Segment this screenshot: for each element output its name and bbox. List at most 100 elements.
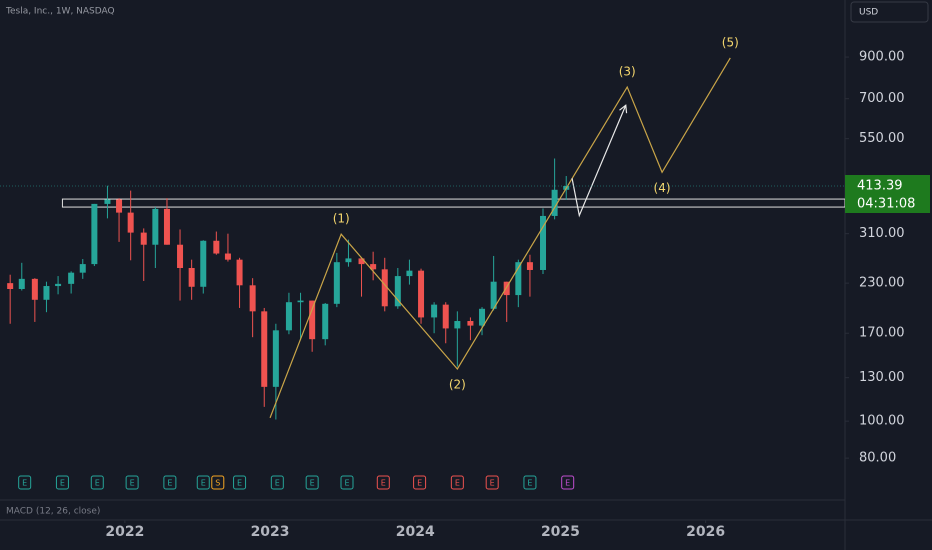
event-icon [163, 475, 177, 490]
candle-body [91, 203, 98, 265]
event-icon [18, 475, 32, 490]
event-icon [211, 475, 225, 490]
event-label: E [130, 479, 135, 488]
arrow-head [619, 104, 628, 114]
candle-body [394, 276, 401, 307]
event-label: E [527, 479, 532, 488]
event-label: E [344, 479, 349, 488]
event-icon [305, 475, 319, 490]
event-label: E [275, 479, 280, 488]
candle-body [272, 330, 279, 387]
y-tick-label: 230.00 [859, 276, 905, 291]
event-icon [561, 475, 575, 490]
projection-arrow [571, 104, 627, 218]
event-label: E [417, 479, 422, 488]
candle-body [333, 262, 340, 304]
wave-label: (4) [654, 181, 671, 195]
event-label: E [490, 479, 495, 488]
indicator-label: MACD (12, 26, close) [6, 507, 100, 517]
event-label: E [237, 479, 242, 488]
event-label: E [310, 479, 315, 488]
event-label: E [565, 479, 570, 488]
candle-body [322, 303, 329, 340]
event-icon [55, 475, 69, 490]
event-label: E [22, 479, 27, 488]
x-tick-label: 2025 [541, 524, 580, 540]
candle-body [236, 259, 243, 286]
event-icon [233, 475, 247, 490]
wave-label: (5) [722, 35, 739, 49]
price-tag [845, 175, 930, 213]
event-label: E [381, 479, 386, 488]
event-icon [196, 475, 210, 490]
x-tick-label: 2024 [396, 524, 435, 540]
candle-body [249, 285, 256, 312]
wave-line [269, 57, 731, 419]
y-tick-label: 170.00 [859, 326, 905, 341]
event-icon [523, 475, 537, 490]
event-icon [376, 475, 390, 490]
candle-body [381, 269, 388, 307]
candle-body [431, 304, 438, 318]
event-icon [450, 475, 464, 490]
candle-body [297, 300, 304, 303]
y-tick-label: 100.00 [859, 414, 905, 429]
candle-body [526, 262, 533, 270]
y-tick-label: 310.00 [859, 226, 905, 241]
candle-body [116, 199, 123, 213]
event-icon [270, 475, 284, 490]
x-tick-label: 2023 [251, 524, 290, 540]
candle-body [7, 283, 14, 289]
candle-body [31, 278, 38, 300]
candle-body [442, 304, 449, 329]
chart-title: Tesla, Inc., 1W, NASDAQ [5, 7, 115, 17]
y-tick-label: 700.00 [859, 91, 905, 106]
candle-body [213, 240, 220, 254]
price-tag-countdown: 04:31:08 [857, 197, 915, 212]
candle-body [479, 308, 486, 326]
candle-body [104, 199, 111, 204]
candle-body [490, 281, 497, 309]
currency-button[interactable] [850, 1, 929, 23]
candle-body [79, 264, 86, 273]
candle-body [503, 281, 510, 296]
candle-body [540, 215, 547, 270]
y-tick-label: 80.00 [859, 451, 896, 466]
candle-body [200, 240, 207, 287]
event-icon [485, 475, 499, 490]
event-icon [125, 475, 139, 490]
y-tick-label: 130.00 [859, 370, 905, 385]
wave-label: (2) [449, 377, 466, 391]
y-tick-label: 550.00 [859, 131, 905, 146]
x-tick-label: 2026 [686, 524, 725, 540]
event-label: E [201, 479, 206, 488]
currency-label: USD [859, 8, 878, 18]
event-label: E [167, 479, 172, 488]
candle-body [55, 283, 62, 287]
candle-body [285, 302, 292, 331]
event-icon [413, 475, 427, 490]
candle-body [467, 321, 474, 326]
event-label: E [95, 479, 100, 488]
candle-body [177, 244, 184, 268]
candle-body [261, 311, 268, 387]
wave-label: (3) [619, 65, 636, 79]
candle-body [152, 208, 159, 245]
candle-body [163, 208, 170, 245]
event-label: S [215, 479, 220, 488]
candle-body [18, 278, 25, 289]
candle-body [358, 258, 365, 265]
candle-body [43, 286, 50, 300]
candle-body [309, 300, 316, 340]
candle-body [406, 270, 413, 277]
event-icon [340, 475, 354, 490]
event-icon [90, 475, 104, 490]
candle-body [68, 272, 75, 284]
candle-body [345, 258, 352, 263]
candle-body [515, 262, 522, 296]
candle-body [127, 212, 134, 233]
event-label: E [60, 479, 65, 488]
